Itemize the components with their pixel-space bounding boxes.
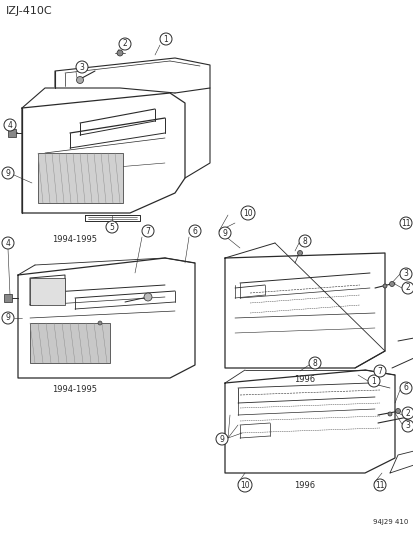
Circle shape xyxy=(142,225,154,237)
Circle shape xyxy=(382,284,386,288)
Text: 7: 7 xyxy=(145,227,150,236)
Bar xyxy=(8,129,16,137)
Text: IZJ-410C: IZJ-410C xyxy=(6,6,52,16)
Circle shape xyxy=(399,268,411,280)
Bar xyxy=(4,294,12,302)
Circle shape xyxy=(2,312,14,324)
Text: 4: 4 xyxy=(5,238,10,247)
Bar xyxy=(30,323,110,363)
Circle shape xyxy=(218,227,230,239)
Circle shape xyxy=(144,293,152,301)
Circle shape xyxy=(119,38,131,50)
Circle shape xyxy=(216,433,228,445)
Circle shape xyxy=(189,225,201,237)
Bar xyxy=(30,278,65,305)
Text: 5: 5 xyxy=(109,222,114,231)
Text: 9: 9 xyxy=(222,229,227,238)
Text: 11: 11 xyxy=(374,481,384,489)
Text: 9: 9 xyxy=(219,434,224,443)
Circle shape xyxy=(373,479,385,491)
Circle shape xyxy=(401,282,413,294)
Circle shape xyxy=(389,281,394,287)
Circle shape xyxy=(404,415,408,419)
Circle shape xyxy=(2,167,14,179)
Circle shape xyxy=(387,412,391,416)
Text: 1994-1995: 1994-1995 xyxy=(52,235,97,244)
Circle shape xyxy=(297,251,302,255)
Circle shape xyxy=(76,61,88,73)
Text: 9: 9 xyxy=(5,313,10,322)
Text: 1996: 1996 xyxy=(294,375,315,384)
Circle shape xyxy=(4,119,16,131)
Text: 1: 1 xyxy=(163,35,168,44)
Text: 10: 10 xyxy=(240,481,249,489)
Circle shape xyxy=(401,407,413,419)
Circle shape xyxy=(240,206,254,220)
Circle shape xyxy=(76,77,83,84)
Text: 3: 3 xyxy=(79,62,84,71)
Circle shape xyxy=(298,235,310,247)
Circle shape xyxy=(401,420,413,432)
Text: 1996: 1996 xyxy=(294,481,315,490)
Text: 2: 2 xyxy=(405,408,409,417)
Circle shape xyxy=(308,357,320,369)
Text: 7: 7 xyxy=(377,367,382,376)
Text: 10: 10 xyxy=(242,208,252,217)
Text: 3: 3 xyxy=(403,270,408,279)
Circle shape xyxy=(106,221,118,233)
Text: 11: 11 xyxy=(400,219,410,228)
Text: 9: 9 xyxy=(5,168,10,177)
Text: 6: 6 xyxy=(403,384,408,392)
Text: 2: 2 xyxy=(122,39,127,49)
Circle shape xyxy=(394,408,399,414)
Circle shape xyxy=(399,382,411,394)
Text: 8: 8 xyxy=(312,359,317,367)
Text: 2: 2 xyxy=(405,284,409,293)
Bar xyxy=(38,153,123,203)
Text: 1: 1 xyxy=(371,376,375,385)
Circle shape xyxy=(373,365,385,377)
Circle shape xyxy=(117,50,123,56)
Circle shape xyxy=(2,237,14,249)
Text: 4: 4 xyxy=(7,120,12,130)
Text: 94J29 410: 94J29 410 xyxy=(372,519,407,525)
Text: 6: 6 xyxy=(192,227,197,236)
Text: 8: 8 xyxy=(302,237,306,246)
Circle shape xyxy=(237,478,252,492)
Text: 1994-1995: 1994-1995 xyxy=(52,385,97,394)
Text: 3: 3 xyxy=(405,422,409,431)
Circle shape xyxy=(159,33,171,45)
Circle shape xyxy=(399,217,411,229)
Circle shape xyxy=(367,375,379,387)
Circle shape xyxy=(98,321,102,325)
